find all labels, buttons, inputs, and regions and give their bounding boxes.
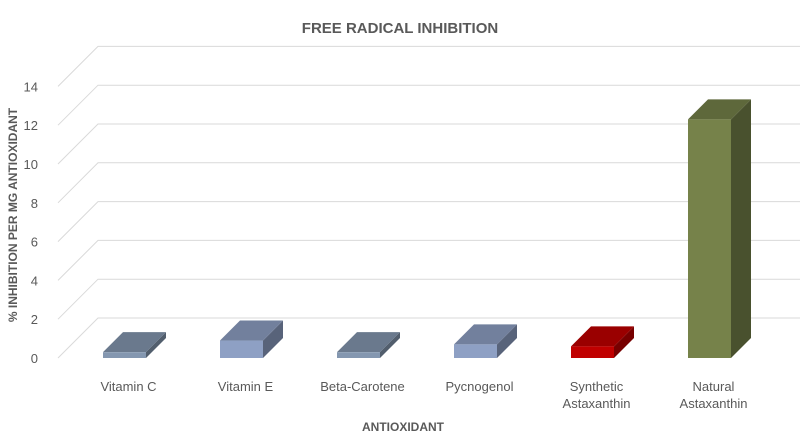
- bar-side: [146, 332, 166, 358]
- y-tick-label: 8: [31, 196, 38, 211]
- x-axis-categories: Vitamin C Vitamin E Beta-Carotene Pycnogeno…: [100, 379, 747, 411]
- bar: [220, 320, 283, 358]
- gridlines: [57, 45, 800, 359]
- gridline: [57, 162, 800, 204]
- bar: [571, 326, 634, 358]
- bar-side: [614, 326, 634, 358]
- x-category-label: Beta-Carotene: [320, 379, 405, 394]
- bar-top: [220, 320, 283, 341]
- gridline: [57, 45, 800, 87]
- gridline: [57, 239, 800, 281]
- x-category-label: Astaxanthin: [680, 396, 748, 411]
- bar-top: [454, 324, 517, 345]
- bar: [688, 99, 751, 358]
- y-tick-label: 10: [24, 157, 38, 172]
- x-category-label: Astaxanthin: [563, 396, 631, 411]
- y-tick-label: 6: [31, 235, 38, 250]
- bar: [103, 332, 166, 358]
- x-category-label: Vitamin E: [218, 379, 274, 394]
- x-category-label: Vitamin C: [100, 379, 156, 394]
- y-tick-label: 0: [31, 351, 38, 366]
- chart-title: FREE RADICAL INHIBITION: [302, 20, 498, 37]
- y-tick-label: 12: [24, 118, 38, 133]
- bar-front: [103, 352, 146, 358]
- bar-top: [337, 332, 400, 353]
- gridline: [57, 278, 800, 320]
- bar-front: [337, 352, 380, 358]
- x-axis-title: ANTIOXIDANT: [362, 420, 445, 434]
- bar-front: [571, 346, 614, 358]
- y-axis-title: % INHIBITION PER MG ANTIOXIDANT: [6, 107, 20, 322]
- gridline: [57, 201, 800, 242]
- bar-side: [497, 324, 517, 358]
- bar: [337, 332, 400, 358]
- x-category-label: Natural: [693, 379, 735, 394]
- bar-side: [263, 320, 283, 358]
- bar-front: [454, 344, 497, 358]
- gridline: [57, 317, 800, 359]
- x-category-label: Synthetic: [570, 379, 624, 394]
- bar-top: [571, 326, 634, 347]
- bar-top: [103, 332, 166, 353]
- y-tick-label: 4: [31, 273, 38, 288]
- y-tick-label: 2: [31, 312, 38, 327]
- bar-side: [380, 332, 400, 358]
- bar-front: [688, 119, 731, 358]
- bars: [103, 99, 751, 358]
- bar-side: [731, 99, 751, 358]
- y-tick-label: 14: [24, 79, 38, 94]
- gridline: [57, 123, 800, 165]
- x-category-label: Pycnogenol: [446, 379, 514, 394]
- gridline: [57, 84, 800, 126]
- bar-front: [220, 340, 263, 358]
- y-axis-ticks: 0 2 4 6 8 10 12 14: [24, 79, 38, 366]
- bar-top: [688, 99, 751, 120]
- bar: [454, 324, 517, 358]
